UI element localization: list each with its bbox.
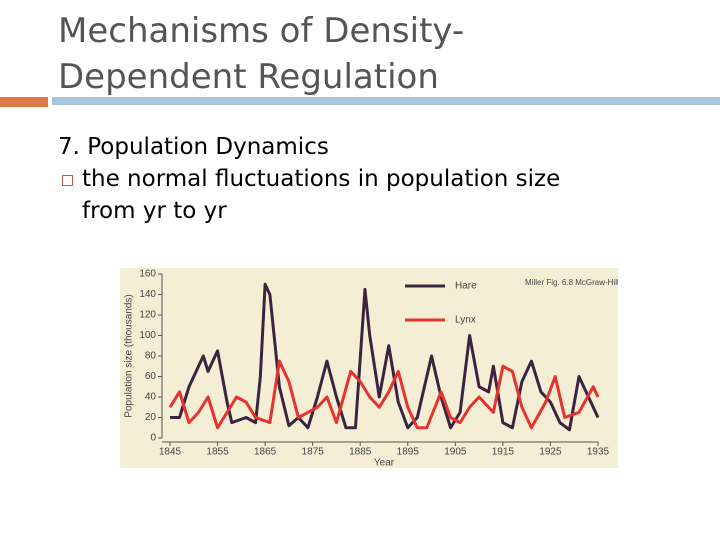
annotation: Miller Fig. 6.8 McGraw-Hill 2001 [525, 278, 618, 287]
y-tick-label: 80 [145, 351, 157, 362]
x-tick-label: 1865 [254, 447, 277, 458]
y-axis-label: Population size (thousands) [124, 294, 135, 417]
x-tick-label: 1895 [397, 447, 420, 458]
chart-background [120, 268, 618, 468]
y-tick-label: 60 [145, 371, 157, 382]
title: Mechanisms of Density- [58, 11, 465, 51]
legend-label: Hare [455, 281, 477, 292]
bullet-text: the normal fluctuations in population si… [82, 166, 561, 192]
x-tick-label: 1875 [302, 447, 325, 458]
x-tick-label: 1915 [492, 447, 515, 458]
x-axis-label: Year [374, 458, 395, 468]
heading: 7. Population Dynamics [58, 134, 329, 160]
bullet-icon [62, 175, 73, 186]
x-tick-label: 1905 [444, 447, 467, 458]
x-tick-label: 1925 [539, 447, 562, 458]
accent-bar [0, 97, 48, 107]
y-tick-label: 20 [145, 412, 157, 423]
x-tick-label: 1845 [159, 447, 182, 458]
legend-label: Lynx [455, 315, 476, 326]
y-tick-label: 140 [139, 289, 156, 300]
y-tick-label: 0 [150, 433, 156, 444]
bullet-text: from yr to yr [82, 198, 227, 224]
y-tick-label: 160 [139, 269, 156, 280]
rule-line [52, 97, 720, 105]
y-tick-label: 100 [139, 330, 156, 341]
series-line [170, 282, 600, 432]
y-tick-label: 40 [145, 392, 157, 403]
title: Dependent Regulation [58, 57, 439, 97]
x-tick-label: 1855 [206, 447, 229, 458]
x-tick-label: 1935 [587, 447, 610, 458]
series-line [168, 359, 600, 430]
y-tick-label: 120 [139, 310, 156, 321]
chart: 0 20 40 60 80 100 120 140 160 1845 1855 1865 1875 188… [120, 268, 618, 468]
x-tick-label: 1885 [349, 447, 372, 458]
